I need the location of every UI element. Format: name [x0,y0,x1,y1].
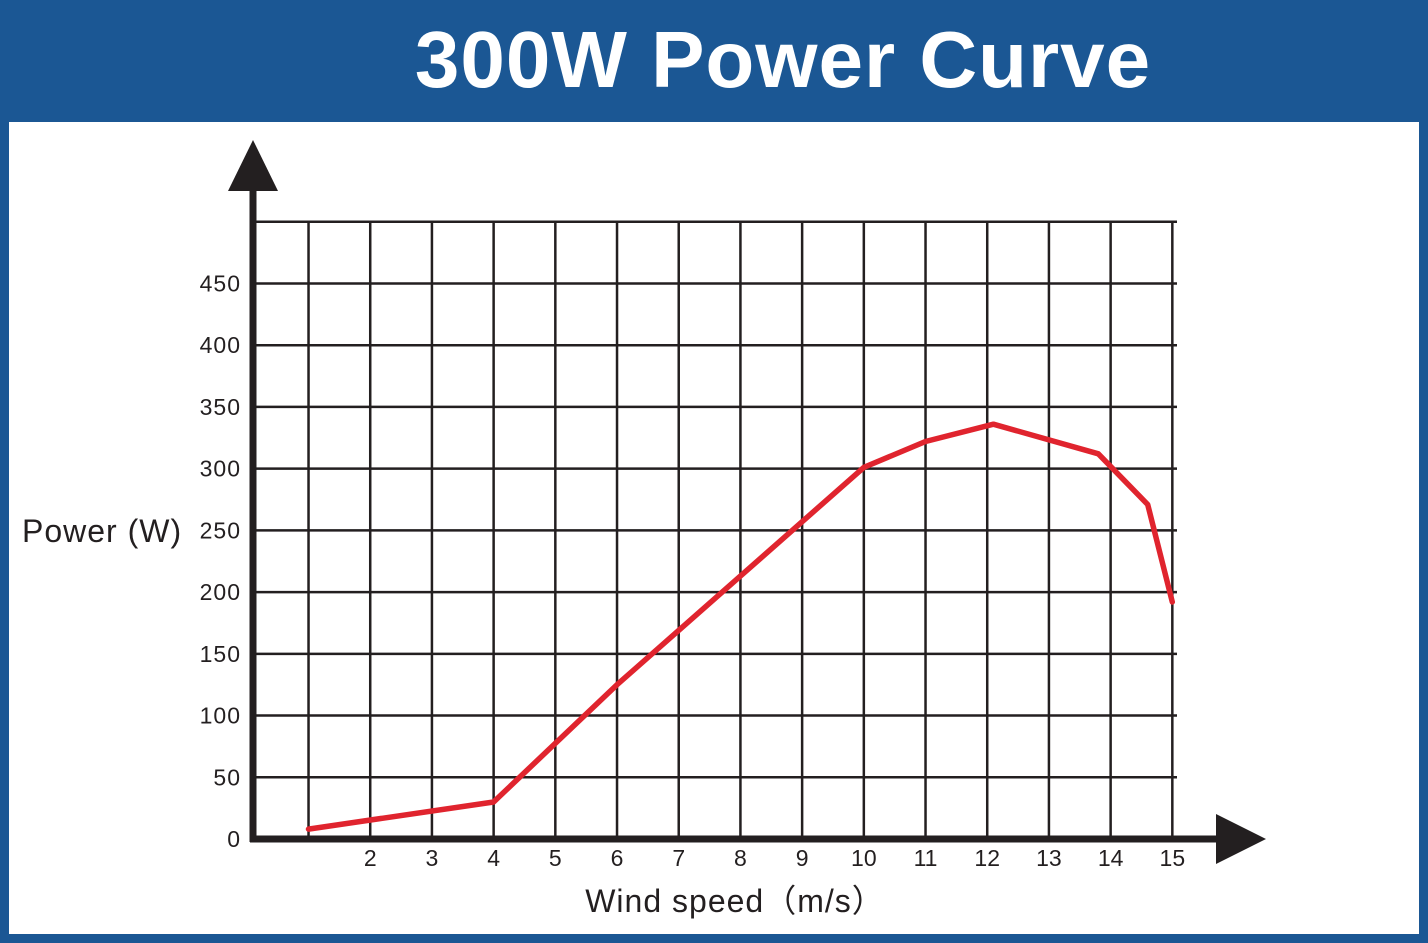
x-tick-label: 7 [672,845,685,871]
x-tick-label: 5 [549,845,562,871]
x-axis-label: Wind speed（m/s） [585,883,885,919]
y-tick-label: 450 [200,270,241,296]
grid [253,220,1177,839]
axes [228,140,1266,864]
x-tick-label: 4 [487,845,500,871]
y-tick-label: 50 [213,764,241,790]
y-axis-label: Power (W) [22,513,182,549]
x-tick-label: 9 [796,845,809,871]
y-tick-label: 350 [200,394,241,420]
x-tick-label: 11 [914,845,938,871]
y-tick-label: 150 [200,641,241,667]
x-axis-arrow [1216,814,1266,864]
y-tick-label: 250 [200,517,241,543]
x-tick-label: 3 [426,845,439,871]
y-axis-arrow [228,140,278,191]
x-tick-label: 14 [1098,845,1124,871]
y-tick-label: 200 [200,579,241,605]
series-layer [305,421,1176,832]
chart-title: 300W Power Curve [414,15,1152,104]
y-tick-label: 0 [227,826,241,852]
x-tick-label: 10 [851,845,877,871]
x-tick-label: 12 [974,845,1000,871]
y-tick-labels: 0 50 100 150 200 250 300 350 400 450 [200,270,241,852]
x-tick-label: 13 [1036,845,1062,871]
y-tick-label: 100 [200,703,241,729]
title-banner: 300W Power Curve [0,0,1428,122]
x-tick-labels: 2 3 4 5 6 7 8 9 10 11 12 13 14 15 [364,845,1185,871]
x-tick-label: 6 [611,845,624,871]
x-tick-label: 2 [364,845,377,871]
x-tick-label: 8 [734,845,747,871]
y-tick-label: 300 [200,456,241,482]
y-tick-label: 400 [200,332,241,358]
x-tick-label: 15 [1160,845,1186,871]
power-curve-line [305,421,1176,832]
